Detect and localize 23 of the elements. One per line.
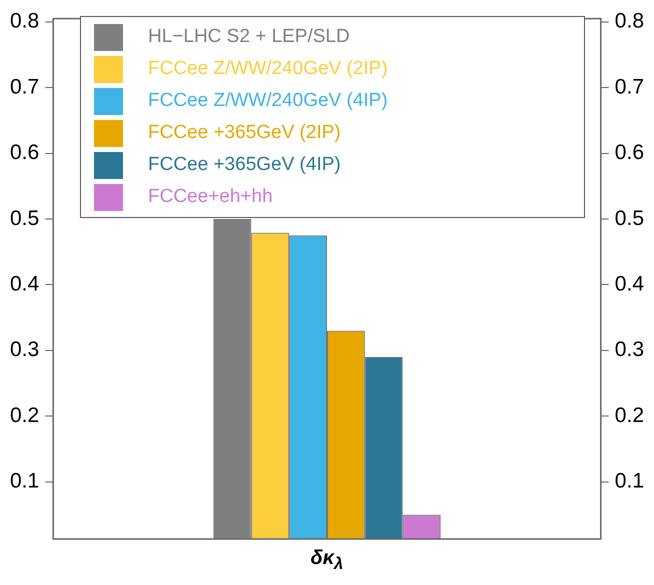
y-tick-label: 0.2: [10, 404, 40, 427]
y-tick-label: 0.4: [10, 272, 40, 296]
legend-label: HL−LHC S2 + LEP/SLD: [148, 26, 350, 48]
y-tick-label: 0.3: [10, 338, 40, 362]
x-axis-title: δκ$_{λ}$: [310, 547, 344, 574]
y-tick-label: 0.5: [10, 206, 40, 230]
y-tick-label: 0.8: [10, 10, 40, 33]
y2-tick-label: 0.7: [614, 75, 644, 98]
legend-label: FCCee+eh+hh: [148, 186, 273, 208]
legend-label: FCCee +365GeV (4IP): [148, 154, 341, 176]
y2-tick-label: 0.5: [614, 206, 644, 230]
y2-tick-label: 0.1: [614, 470, 644, 493]
y2-tick-label: 0.6: [614, 141, 644, 164]
y-tick-label: 0.6: [10, 141, 40, 164]
legend-label: FCCee +365GeV (2IP): [148, 122, 341, 144]
y2-tick-label: 0.4: [614, 272, 644, 296]
y2-tick-label: 0.8: [614, 10, 644, 33]
legend-label: FCCee Z/WW/240GeV (2IP): [148, 58, 388, 80]
y2-tick-label: 0.3: [614, 338, 644, 362]
y-tick-label: 0.1: [10, 470, 40, 493]
legend-label: FCCee Z/WW/240GeV (4IP): [148, 90, 388, 112]
y-tick-label: 0.7: [10, 75, 40, 98]
y2-tick-label: 0.2: [614, 404, 644, 427]
